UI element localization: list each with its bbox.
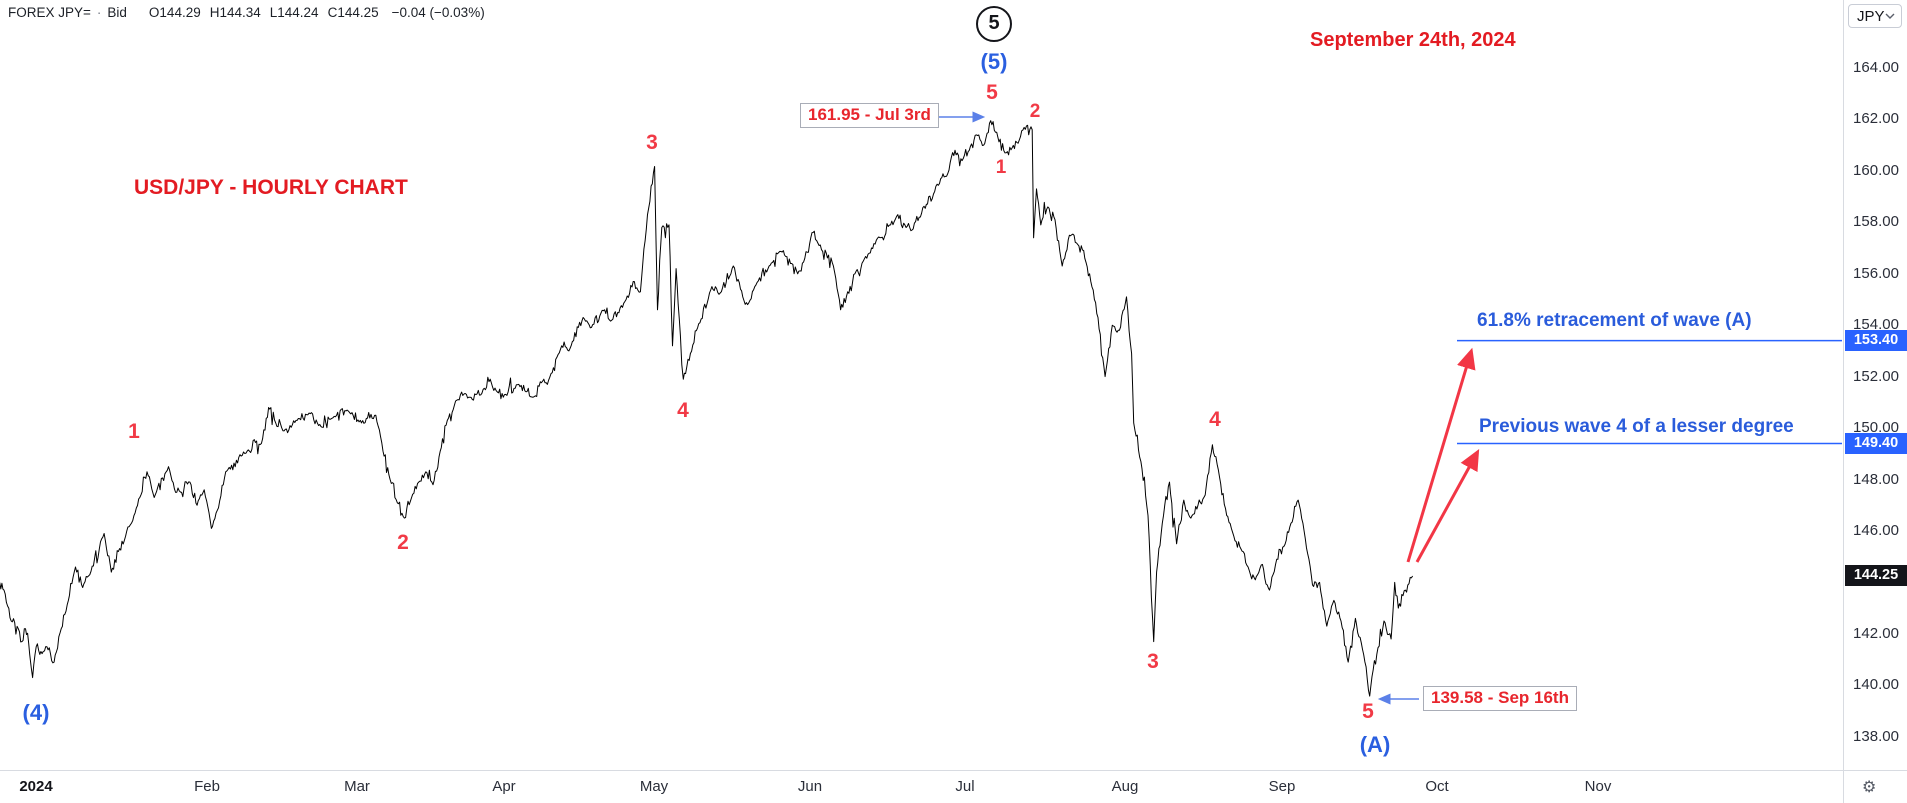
price-tick-156.00: 156.00: [1853, 264, 1899, 282]
time-tick-2024: 2024: [19, 778, 53, 795]
price-tick-148.00: 148.00: [1853, 470, 1899, 488]
price-tick-150.00: 150.00: [1853, 419, 1899, 437]
currency-unit-dropdown[interactable]: JPY: [1848, 4, 1902, 28]
currency-label: JPY: [1857, 7, 1885, 25]
price-line-series: [0, 120, 1414, 697]
price-tick-164.00: 164.00: [1853, 59, 1899, 76]
time-tick-Jul: Jul: [955, 778, 975, 795]
axis-corner-separator: [1843, 771, 1844, 803]
price-axis[interactable]: JPY 164.00 162.00 160.00 158.00 156.00 154.00…: [1843, 0, 1907, 770]
wave-label-5-red[interactable]: 5: [1362, 700, 1374, 723]
level-price-badge-153.40: 153.40: [1845, 330, 1907, 352]
wave-label-4-red[interactable]: 4: [677, 399, 689, 422]
separator-dot: ·: [96, 5, 102, 20]
price-tick-158.00: 158.00: [1853, 213, 1899, 231]
time-tick-Feb: Feb: [194, 778, 220, 795]
wave-label-4-blue[interactable]: (4): [22, 700, 50, 725]
price-tick-142.00: 142.00: [1853, 624, 1899, 642]
price-tick-140.00: 140.00: [1853, 676, 1899, 694]
ohlc-field-l: L144.24: [269, 5, 319, 20]
price-tick-160.00: 160.00: [1853, 161, 1899, 179]
symbol-name: FOREX JPY=: [8, 5, 91, 20]
date-annotation-drawing[interactable]: September 24th, 2024: [1310, 29, 1516, 51]
change-value: −0.04 (−0.03%): [391, 5, 485, 20]
previous-wave4-label[interactable]: Previous wave 4 of a lesser degree: [1479, 416, 1794, 437]
wave-label-5-red[interactable]: 5: [986, 81, 998, 104]
time-tick-Apr: Apr: [492, 778, 516, 795]
level-price-badge-149.40: 149.40: [1845, 433, 1907, 454]
projection-arrow-1[interactable]: [1406, 347, 1476, 563]
time-tick-Mar: Mar: [344, 778, 370, 795]
wave-label-3-red[interactable]: 3: [646, 131, 658, 154]
price-tick-162.00: 162.00: [1853, 110, 1899, 128]
wave-label-2-red[interactable]: 2: [1029, 101, 1041, 122]
chart-canvas[interactable]: FOREX JPY= · Bid O144.29 H144.34 L144.24 C1…: [0, 0, 1843, 770]
chevron-down-icon: [1885, 13, 1895, 19]
price-plot: [0, 111, 1842, 705]
wave-label-A-blue[interactable]: (A): [1359, 732, 1391, 757]
wave-label-5-blue[interactable]: (5): [980, 49, 1008, 74]
price-tick-154.00: 154.00: [1853, 316, 1899, 334]
wave-label-3-red[interactable]: 3: [1147, 650, 1159, 673]
chart-title-drawing[interactable]: USD/JPY - HOURLY CHART: [134, 176, 408, 199]
time-tick-Nov: Nov: [1584, 778, 1612, 795]
price-tick-138.00: 138.00: [1853, 727, 1899, 745]
last-price-badge: 144.25: [1845, 565, 1907, 587]
time-tick-Oct: Oct: [1425, 778, 1449, 795]
circled-wave-5-drawing[interactable]: 5: [976, 6, 1012, 42]
ohlc-field-h: H144.34: [209, 5, 261, 20]
time-tick-Aug: Aug: [1111, 778, 1139, 795]
time-tick-Jun: Jun: [797, 778, 823, 795]
time-tick-May: May: [639, 778, 669, 795]
wave-label-1-red[interactable]: 1: [128, 420, 140, 443]
ohlc-values: O144.29 H144.34 L144.24 C144.25: [149, 5, 388, 20]
ohlc-field-c: C144.25: [327, 5, 379, 20]
retracement-target-label[interactable]: 61.8% retracement of wave (A): [1477, 310, 1752, 331]
low-callout-box[interactable]: 139.58 - Sep 16th: [1423, 686, 1577, 711]
ohlc-legend[interactable]: FOREX JPY= · Bid O144.29 H144.34 L144.24 C1…: [8, 5, 485, 20]
feed-label: Bid: [107, 5, 127, 20]
wave-label-4-red[interactable]: 4: [1209, 408, 1221, 431]
high-callout-box[interactable]: 161.95 - Jul 3rd: [800, 103, 939, 128]
time-axis[interactable]: 2024 Feb Mar Apr May Jun Jul Aug Sep Oct Nov ⚙: [0, 770, 1907, 803]
time-tick-Sep: Sep: [1268, 778, 1296, 795]
projection-arrow-2[interactable]: [1415, 449, 1480, 563]
price-tick-146.00: 146.00: [1853, 521, 1899, 539]
ohlc-field-o: O144.29: [148, 5, 201, 20]
price-tick-152.00: 152.00: [1853, 367, 1899, 385]
wave-label-1-red[interactable]: 1: [995, 157, 1007, 178]
gear-icon[interactable]: ⚙: [1862, 779, 1877, 796]
wave-label-2-red[interactable]: 2: [397, 531, 409, 554]
